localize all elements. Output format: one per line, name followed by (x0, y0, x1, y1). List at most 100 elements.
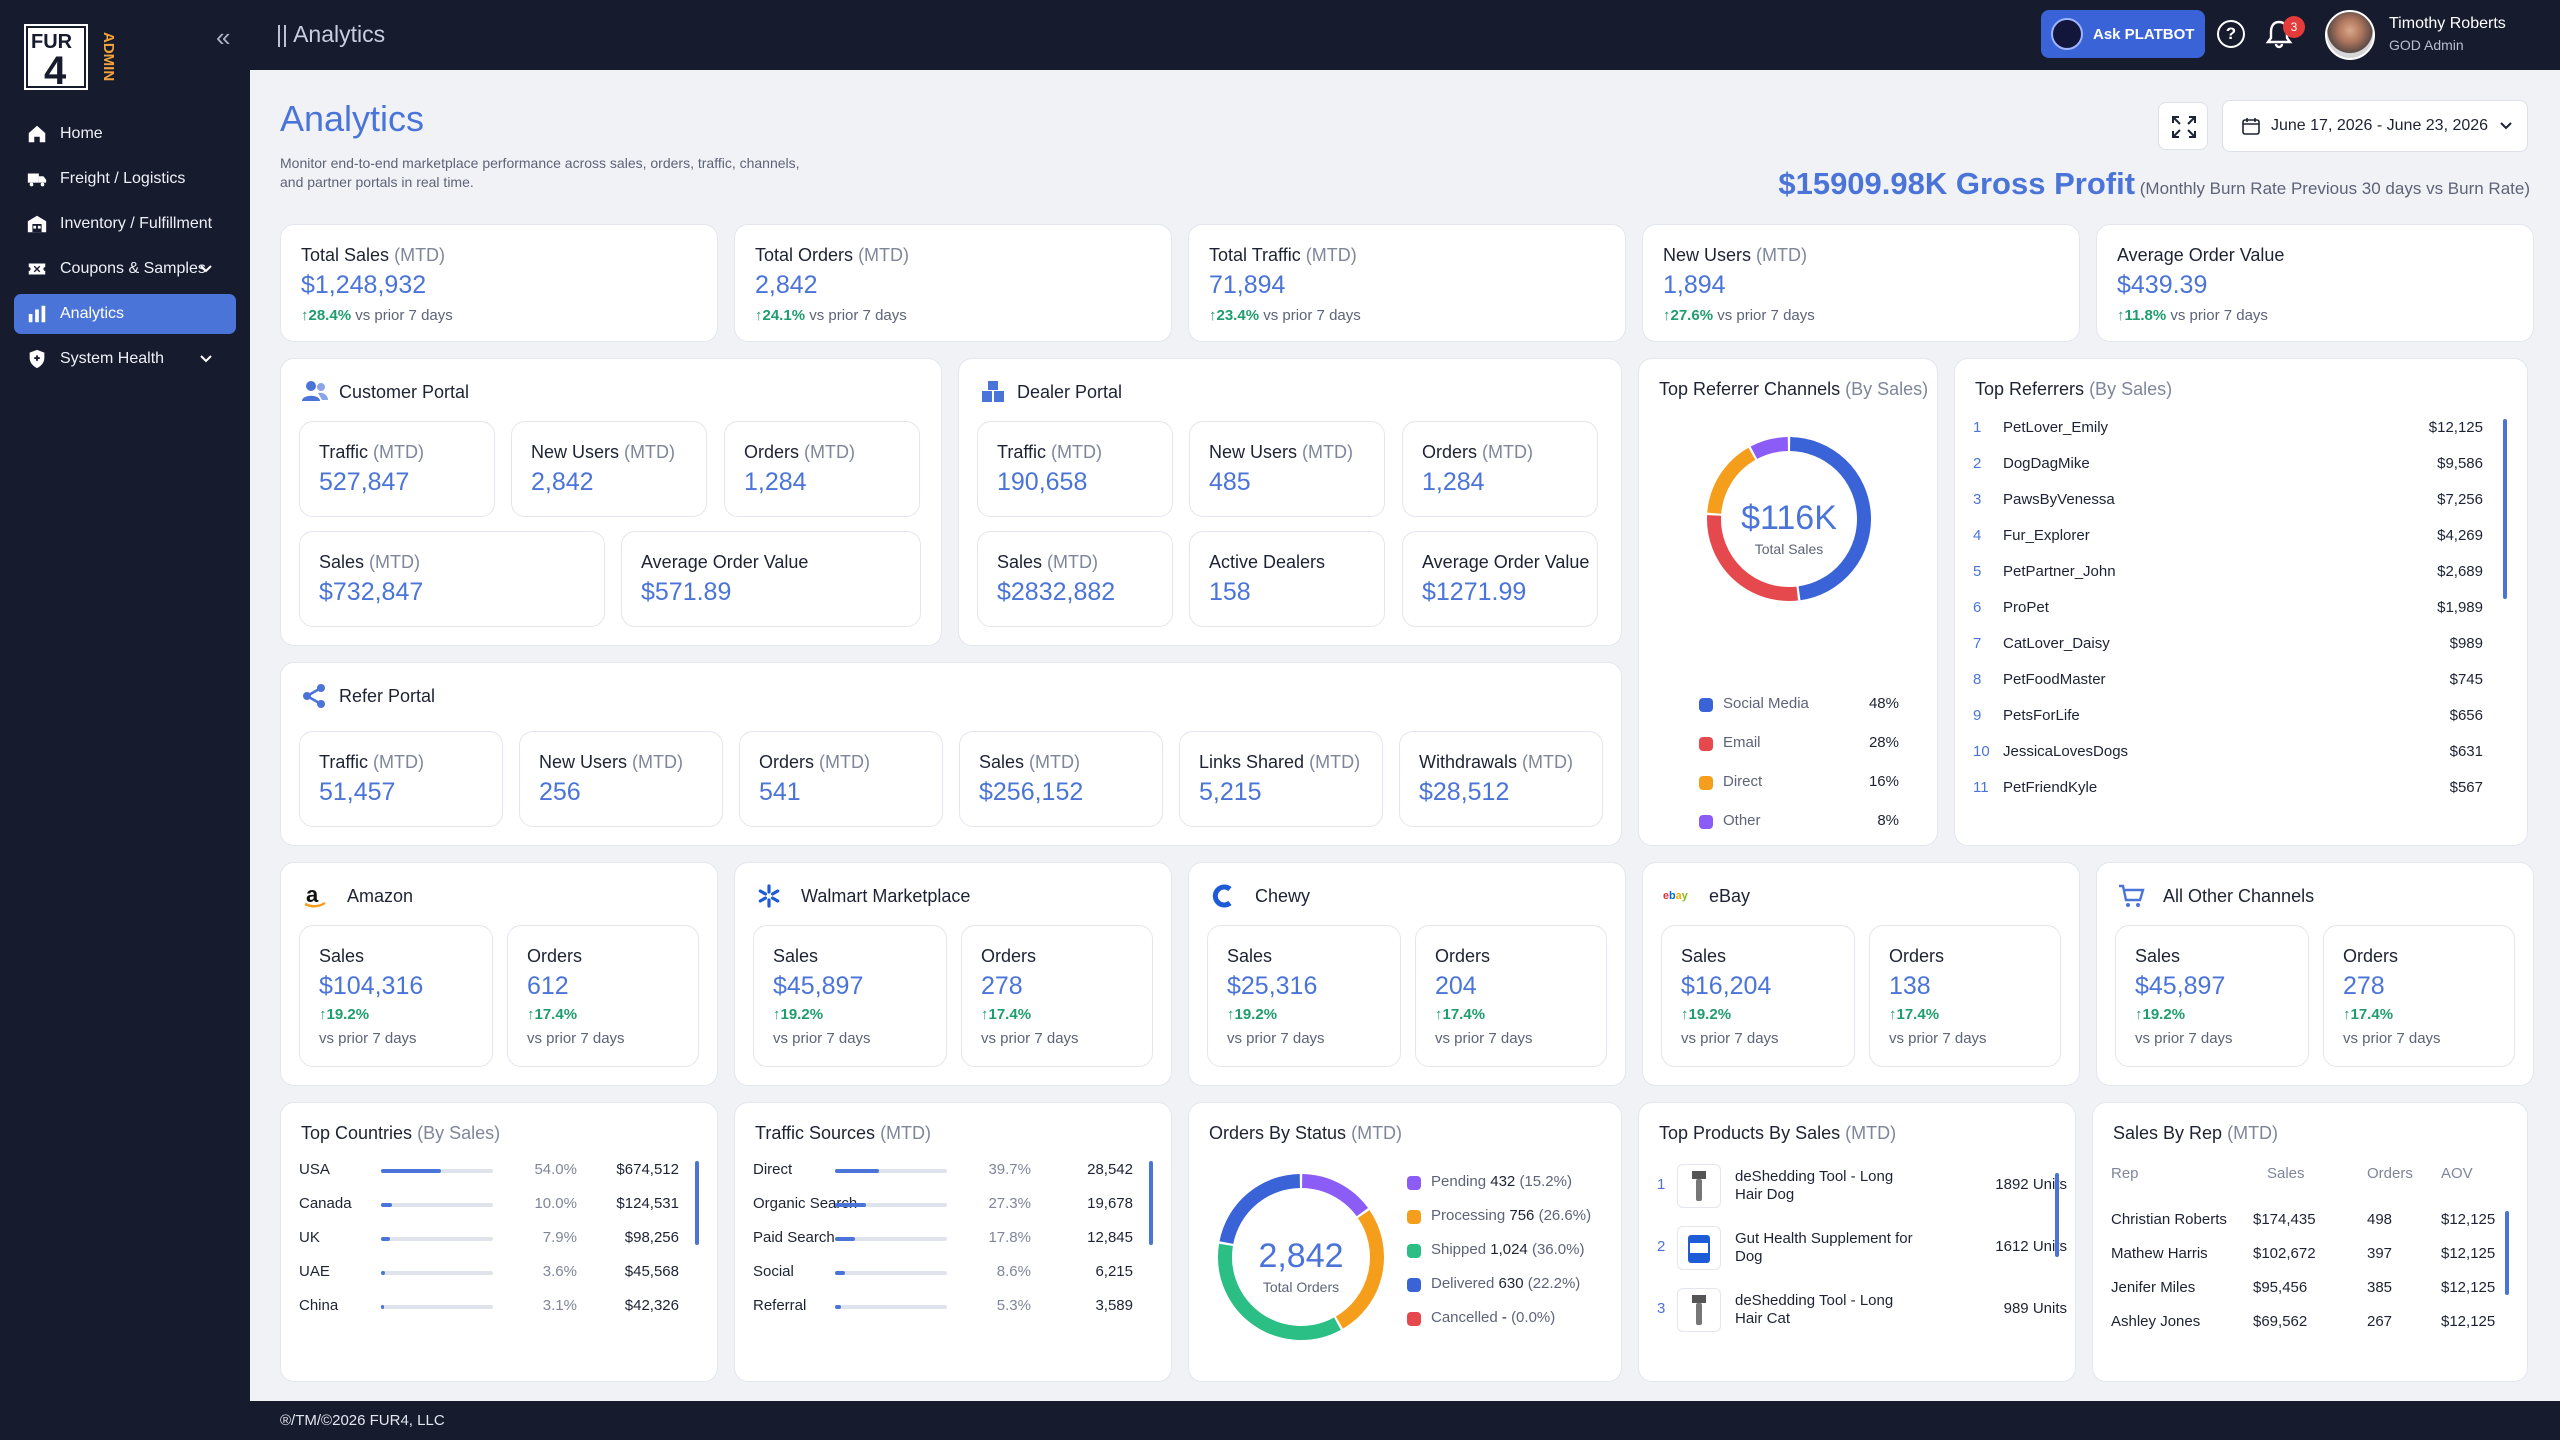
referrer-row[interactable]: 3 PawsByVenessa $7,256 (1973, 491, 2483, 508)
trend-up-icon: ↑ (1681, 1006, 1689, 1023)
kpi-change: ↑23.4% vs prior 7 days (1209, 307, 1361, 324)
metric-tile: Orders (MTD) 1,284 (724, 421, 920, 517)
bar-list-row: UAE 3.6% $45,568 (299, 1263, 679, 1280)
home-icon (28, 125, 46, 143)
metric-tile: Orders (MTD) 1,284 (1402, 421, 1598, 517)
referrer-row[interactable]: 1 PetLover_Emily $12,125 (1973, 419, 2483, 436)
referrer-row[interactable]: 4 Fur_Explorer $4,269 (1973, 527, 2483, 544)
referrer-row[interactable]: 10 JessicaLovesDogs $631 (1973, 743, 2483, 760)
table-row[interactable]: Ashley Jones $69,562 267 $12,125 (2111, 1313, 2496, 1330)
referrer-row[interactable]: 8 PetFoodMaster $745 (1973, 671, 2483, 688)
scrollbar[interactable] (2505, 1211, 2509, 1295)
channel-orders-tile: Orders 612 ↑17.4% vs prior 7 days (507, 925, 699, 1067)
kpi-label: Average Order Value (2117, 245, 2285, 265)
product-row[interactable]: 2 Gut Health Supplement for Dog 1612 Units (1657, 1223, 2067, 1273)
metric-tile: Withdrawals (MTD) $28,512 (1399, 731, 1603, 827)
channel-card: ebay eBay Sales $16,204 ↑19.2% vs prior 7 day… (1642, 862, 2080, 1086)
ask-platbot-button[interactable]: Ask PLATBOT (2041, 10, 2205, 58)
donut-segment[interactable] (1218, 1243, 1341, 1340)
kpi-change: ↑27.6% vs prior 7 days (1663, 307, 1815, 324)
date-range-picker[interactable]: June 17, 2026 - June 23, 2026 (2222, 100, 2528, 152)
share-bar-fill (381, 1169, 442, 1173)
kpi-card: Total Traffic (MTD) 71,894 ↑23.4% vs prior… (1188, 224, 1626, 342)
top-products-card: Top Products By Sales (MTD) 1 deShedding … (1638, 1102, 2076, 1382)
referrer-channels-donut-chart: $116K Total Sales (1707, 437, 1871, 601)
legend-swatch (1699, 698, 1713, 712)
metric-tile: Traffic (MTD) 527,847 (299, 421, 495, 517)
metric-value: 485 (1209, 468, 1251, 496)
donut-segment[interactable] (1789, 437, 1871, 601)
share-bar (835, 1271, 947, 1275)
help-icon[interactable]: ? (2217, 20, 2245, 48)
scrollbar[interactable] (1149, 1161, 1153, 1245)
scrollbar[interactable] (695, 1161, 699, 1245)
donut-segment[interactable] (1707, 447, 1756, 514)
legend-swatch (1699, 815, 1713, 829)
page-breadcrumb: || Analytics (276, 21, 386, 47)
orders-by-status-card: Orders By Status (MTD) 2,842 Total Orders… (1188, 1102, 1622, 1382)
metric-label: Average Order Value (641, 552, 809, 572)
metric-tile: Average Order Value $1271.99 (1402, 531, 1598, 627)
bar-list-row: UK 7.9% $98,256 (299, 1229, 679, 1246)
referrer-row[interactable]: 5 PetPartner_John $2,689 (1973, 563, 2483, 580)
donut-segment[interactable] (1335, 1210, 1384, 1329)
sidebar-item-home[interactable]: Home (14, 114, 236, 154)
page-title: Analytics (280, 98, 425, 139)
bar-list-row: Direct 39.7% 28,542 (753, 1161, 1133, 1178)
platbot-icon (2051, 18, 2083, 50)
chevron-down-icon (200, 265, 212, 273)
donut-segment[interactable] (1219, 1174, 1301, 1245)
table-row[interactable]: Jenifer Miles $95,456 385 $12,125 (2111, 1279, 2496, 1296)
donut-segment[interactable] (1707, 515, 1799, 601)
referrer-row[interactable]: 2 DogDagMike $9,586 (1973, 455, 2483, 472)
metric-tile: Sales (MTD) $2832,882 (977, 531, 1173, 627)
metric-tile: Links Shared (MTD) 5,215 (1179, 731, 1383, 827)
donut-segment[interactable] (1301, 1174, 1369, 1217)
legend-item: Other 8% (1699, 812, 1899, 832)
user-name: Timothy Roberts (2389, 15, 2506, 32)
sidebar-item-coupons[interactable]: Coupons & Samples (14, 249, 236, 289)
donut-segment[interactable] (1750, 437, 1789, 460)
metric-value: 527,847 (319, 468, 410, 496)
fur4-logo[interactable]: FUR 4 ADMIN (24, 24, 117, 93)
metric-tile: Sales (MTD) $256,152 (959, 731, 1163, 827)
sidebar-item-label: System Health (60, 350, 165, 367)
table-row[interactable]: Christian Roberts $174,435 498 $12,125 (2111, 1211, 2496, 1228)
share-bar (381, 1305, 493, 1309)
scrollbar[interactable] (2503, 419, 2507, 599)
referrer-row[interactable]: 11 PetFriendKyle $567 (1973, 779, 2483, 796)
collapse-sidebar-icon[interactable]: « (216, 22, 231, 52)
metric-value: $1271.99 (1422, 578, 1527, 606)
referrer-row[interactable]: 9 PetsForLife $656 (1973, 707, 2483, 724)
kpi-change: ↑11.8% vs prior 7 days (2117, 307, 2268, 324)
share-bar-fill (381, 1237, 390, 1241)
user-avatar[interactable] (2325, 10, 2375, 60)
top-referrer-channels-card: Top Referrer Channels (By Sales) $116K To… (1638, 358, 1938, 846)
sidebar-item-label: Analytics (60, 305, 125, 322)
metric-label: Traffic (MTD) (319, 442, 425, 462)
legend-swatch (1407, 1278, 1421, 1292)
sidebar-item-freight[interactable]: Freight / Logistics (14, 159, 236, 199)
sidebar-item-inventory[interactable]: Inventory / Fulfillment (14, 204, 236, 244)
referrer-row[interactable]: 6 ProPet $1,989 (1973, 599, 2483, 616)
metric-value: $571.89 (641, 578, 732, 606)
table-row[interactable]: Mathew Harris $102,672 397 $12,125 (2111, 1245, 2496, 1262)
referrer-row[interactable]: 7 CatLover_Daisy $989 (1973, 635, 2483, 652)
product-row[interactable]: 3 deShedding Tool - Long Hair Cat 989 Unit… (1657, 1285, 2067, 1335)
legend-swatch (1407, 1176, 1421, 1190)
kpi-value: $439.39 (2117, 271, 2208, 299)
trend-up-icon: ↑ (981, 1006, 989, 1023)
orders-status-donut-chart: 2,842 Total Orders (1218, 1174, 1384, 1340)
scrollbar[interactable] (2055, 1173, 2059, 1257)
legend-swatch (1407, 1210, 1421, 1224)
product-row[interactable]: 1 deShedding Tool - Long Hair Dog 1892 Uni… (1657, 1161, 2067, 1211)
metric-tile: Sales (MTD) $732,847 (299, 531, 605, 627)
trend-up-icon: ↑ (1209, 307, 1217, 324)
fullscreen-button[interactable] (2158, 102, 2208, 150)
sidebar-item-analytics[interactable]: Analytics (14, 294, 236, 334)
metric-label: Traffic (MTD) (997, 442, 1103, 462)
svg-text:ebay: ebay (1663, 890, 1688, 902)
sidebar-item-system-health[interactable]: System Health (14, 339, 236, 379)
legend-item: Email 28% (1699, 734, 1899, 754)
channel-card: Chewy Sales $25,316 ↑19.2% vs prior 7 days Or… (1188, 862, 1626, 1086)
